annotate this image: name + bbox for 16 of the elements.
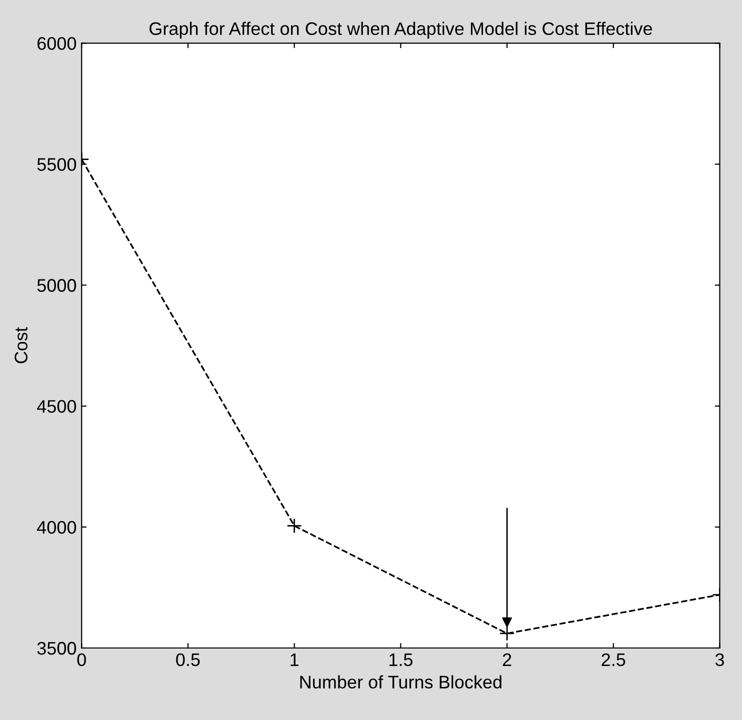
x-tick-label: 3 [715, 653, 724, 666]
y-tick-label: 4500 [37, 400, 76, 413]
chart-title: Graph for Affect on Cost when Adaptive Model is Cost Effective [150, 22, 652, 39]
y-tick-label: 5000 [37, 279, 76, 292]
x-tick-label: 2 [502, 653, 512, 666]
x-tick-label: 0 [77, 653, 86, 666]
y-tick-label: 5500 [37, 158, 76, 171]
x-axis-title: Number of Turns Blocked [300, 675, 502, 689]
y-axis-title: Cost [14, 327, 28, 364]
x-tick-label: 2.5 [602, 653, 626, 666]
x-tick-label: 0.5 [176, 653, 200, 666]
x-tick-label: 1.5 [390, 654, 412, 666]
y-tick-label: 3500 [37, 642, 76, 655]
x-tick-label: 1 [290, 654, 298, 666]
y-tick-label: 4000 [37, 520, 76, 534]
y-tick-label: 6000 [38, 37, 76, 50]
